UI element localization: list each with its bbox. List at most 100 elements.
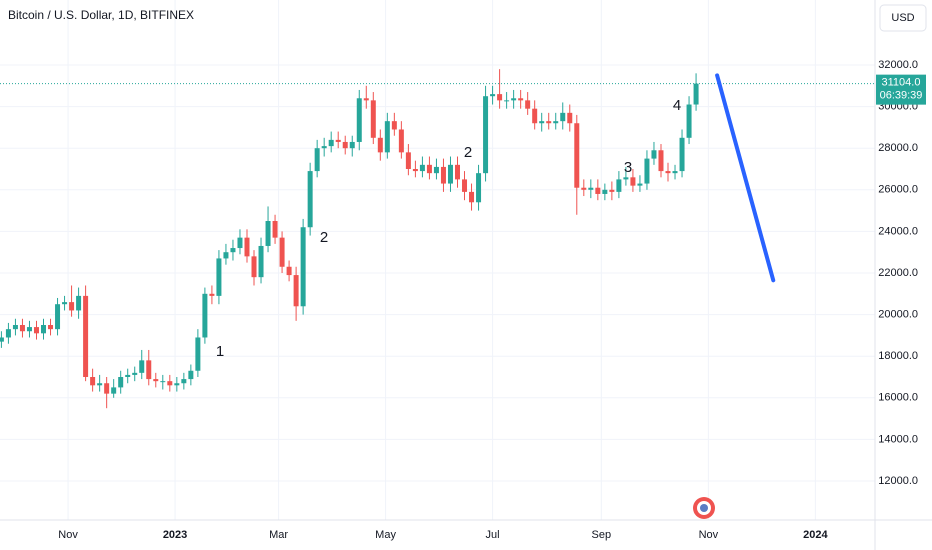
candle-body	[433, 166, 439, 174]
candle-body	[0, 337, 4, 342]
candle-body	[209, 293, 215, 296]
candle-body	[321, 146, 327, 149]
candle-body	[476, 173, 482, 203]
candle-body	[419, 164, 425, 172]
countdown: 06:39:39	[880, 90, 923, 102]
currency-button[interactable]	[879, 4, 927, 32]
candle-body	[405, 152, 411, 169]
x-tick-label: Mar	[269, 529, 288, 541]
candle-body	[349, 141, 355, 149]
candle-body	[48, 325, 54, 330]
candle-body	[426, 164, 432, 174]
candle-body	[272, 221, 278, 238]
candle-body	[581, 187, 587, 190]
candle-body	[539, 121, 545, 124]
candle-body	[623, 177, 629, 180]
candle-body	[328, 139, 334, 147]
projection-line	[715, 73, 776, 283]
candle-body	[55, 304, 61, 330]
candle-body	[518, 98, 524, 101]
candle-body	[300, 227, 306, 307]
candle-body	[370, 100, 376, 138]
candle-body	[26, 327, 32, 332]
candle-body	[483, 96, 489, 174]
candle-body	[97, 383, 103, 386]
candle-body	[314, 148, 320, 172]
candle-body	[525, 100, 531, 109]
candle-body	[377, 137, 383, 153]
candle-body	[595, 187, 601, 194]
x-tick-label: May	[375, 529, 396, 541]
x-tick-label: 2023	[163, 529, 187, 541]
x-tick-label: Sep	[592, 529, 612, 541]
candle-body	[560, 112, 566, 122]
candle-body	[69, 302, 75, 311]
wave-label: 1	[216, 343, 224, 360]
candle-body	[104, 383, 110, 394]
candle-body	[679, 137, 685, 172]
candle-body	[286, 266, 292, 276]
candle-body	[244, 237, 250, 257]
chart-title: Bitcoin / U.S. Dollar, 1D, BITFINEX	[8, 8, 194, 22]
candle-body	[202, 293, 208, 338]
candle-body	[195, 337, 201, 371]
candle-body	[511, 98, 517, 101]
candle-body	[658, 150, 664, 172]
candle-body	[504, 100, 510, 102]
y-tick-label: 26000.0	[878, 184, 918, 196]
candle-body	[160, 381, 166, 383]
x-tick-label: 2024	[803, 529, 828, 541]
candle-body	[335, 139, 341, 142]
candle-body	[686, 104, 692, 138]
candle-body	[230, 248, 236, 253]
candle-body	[637, 183, 643, 186]
candle-body	[644, 158, 650, 184]
candle-body	[12, 325, 18, 330]
candle-body	[153, 379, 159, 382]
candle-body	[616, 179, 622, 192]
candle-body	[279, 237, 285, 267]
candle-body	[41, 325, 47, 334]
candle-body	[567, 112, 573, 124]
last-price-box	[876, 74, 926, 105]
candle-body	[251, 256, 257, 278]
candle-body	[462, 179, 468, 192]
candle-body	[258, 245, 264, 278]
y-tick-label: 12000.0	[878, 475, 918, 487]
candle-body	[90, 377, 96, 386]
candle-body	[307, 171, 313, 228]
candle-body	[447, 164, 453, 184]
candle-body	[440, 166, 446, 184]
candle-body	[693, 83, 699, 105]
grid	[0, 0, 875, 520]
candle-body	[62, 302, 68, 305]
logo-dot	[700, 504, 708, 512]
candle-body	[118, 377, 124, 388]
candle-body	[497, 94, 503, 101]
candle-body	[293, 275, 299, 307]
y-tick-label: 24000.0	[878, 225, 918, 237]
candle-body	[139, 360, 145, 373]
candle-body	[265, 221, 271, 246]
candle-body	[574, 123, 580, 188]
currency-label[interactable]: USD	[891, 12, 914, 24]
candle-body	[181, 379, 187, 384]
candle-body	[237, 237, 243, 249]
candle-body	[391, 121, 397, 130]
candle-body	[342, 141, 348, 149]
y-tick-label: 18000.0	[878, 350, 918, 362]
wave-label: 2	[464, 144, 472, 161]
y-tick-label: 32000.0	[878, 59, 918, 71]
candle-body	[665, 171, 671, 174]
candle-body	[19, 325, 25, 332]
candle-body	[188, 370, 194, 380]
y-tick-label: 28000.0	[878, 142, 918, 154]
candle-body	[132, 372, 138, 375]
candle-body	[398, 129, 404, 153]
candle-body	[454, 164, 460, 180]
candle-body	[174, 383, 180, 386]
candle-body	[33, 327, 39, 334]
candle-body	[532, 108, 538, 124]
